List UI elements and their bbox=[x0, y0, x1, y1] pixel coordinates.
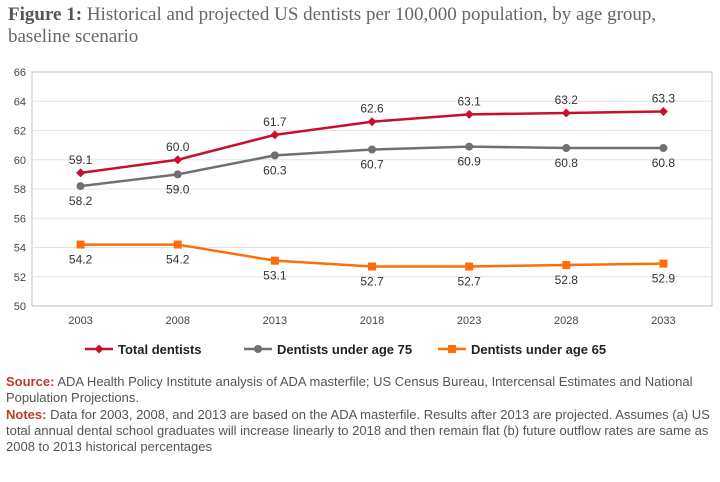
data-label-total-dentists: 63.3 bbox=[652, 91, 676, 105]
data-label-dentists-under-age-65: 52.7 bbox=[360, 275, 384, 289]
data-label-total-dentists: 63.2 bbox=[555, 93, 579, 107]
data-point-dentists-under-age-65 bbox=[173, 240, 182, 249]
legend-marker-dentists-under-age-65 bbox=[448, 345, 456, 353]
data-point-total-dentists bbox=[173, 155, 183, 165]
chart-notes: Source: ADA Health Policy Institute anal… bbox=[6, 374, 716, 456]
y-tick-label: 62 bbox=[14, 126, 26, 138]
x-tick-label: 2018 bbox=[360, 315, 384, 327]
data-label-dentists-under-age-75: 58.2 bbox=[69, 194, 93, 208]
data-label-dentists-under-age-75: 60.9 bbox=[457, 155, 481, 169]
data-point-dentists-under-age-75 bbox=[368, 145, 376, 154]
y-tick-label: 64 bbox=[14, 96, 26, 108]
notes-note: Notes: Data for 2003, 2008, and 2013 are… bbox=[6, 407, 716, 455]
data-label-dentists-under-age-65: 52.8 bbox=[555, 273, 579, 287]
data-label-total-dentists: 61.7 bbox=[263, 115, 287, 129]
figure-title: Figure 1: Historical and projected US de… bbox=[8, 4, 712, 48]
data-label-dentists-under-age-75: 60.7 bbox=[360, 158, 384, 172]
data-label-total-dentists: 59.1 bbox=[69, 153, 93, 167]
data-point-total-dentists bbox=[367, 117, 377, 127]
y-tick-label: 50 bbox=[14, 301, 26, 313]
line-chart: 50 52 54 56 58 60 62 64 66 2003 2008 2013 2018 2023 2… bbox=[14, 67, 713, 357]
data-point-dentists-under-age-65 bbox=[562, 261, 571, 270]
data-label-total-dentists: 63.1 bbox=[457, 94, 481, 108]
y-tick-label: 58 bbox=[14, 184, 26, 196]
data-point-dentists-under-age-65 bbox=[270, 256, 279, 265]
y-tick-label: 66 bbox=[14, 67, 26, 79]
x-tick-label: 2033 bbox=[651, 315, 675, 327]
source-note: Source: ADA Health Policy Institute anal… bbox=[6, 374, 716, 406]
notes-label: Notes: bbox=[6, 407, 47, 422]
data-label-dentists-under-age-65: 52.7 bbox=[457, 275, 481, 289]
legend-label-total-dentists: Total dentists bbox=[118, 342, 202, 357]
data-point-total-dentists bbox=[658, 106, 668, 116]
data-point-total-dentists bbox=[76, 168, 86, 178]
data-label-dentists-under-age-65: 53.1 bbox=[263, 269, 287, 283]
data-label-dentists-under-age-75: 60.8 bbox=[555, 156, 579, 170]
data-point-dentists-under-age-75 bbox=[76, 182, 85, 191]
figure-title-text: Historical and projected US dentists per… bbox=[8, 4, 657, 47]
data-label-dentists-under-age-65: 52.9 bbox=[652, 272, 676, 286]
data-label-dentists-under-age-65: 54.2 bbox=[69, 253, 93, 267]
data-point-dentists-under-age-75 bbox=[659, 144, 668, 153]
y-tick-label: 54 bbox=[14, 243, 26, 255]
y-tick-label: 60 bbox=[14, 155, 26, 167]
data-point-total-dentists bbox=[464, 109, 474, 119]
x-tick-label: 2023 bbox=[457, 315, 481, 327]
x-tick-label: 2028 bbox=[554, 315, 578, 327]
data-label-dentists-under-age-65: 54.2 bbox=[166, 253, 190, 267]
y-tick-label: 56 bbox=[14, 213, 26, 225]
data-label-dentists-under-age-75: 60.8 bbox=[652, 156, 676, 170]
data-point-dentists-under-age-65 bbox=[659, 259, 668, 268]
data-label-total-dentists: 62.6 bbox=[360, 102, 384, 116]
data-point-dentists-under-age-75 bbox=[270, 151, 279, 160]
data-point-dentists-under-age-75 bbox=[173, 170, 182, 179]
source-text: ADA Health Policy Institute analysis of … bbox=[6, 374, 693, 405]
legend-label-dentists-under-age-65: Dentists under age 65 bbox=[471, 342, 606, 357]
data-point-dentists-under-age-65 bbox=[368, 262, 376, 271]
data-point-total-dentists bbox=[270, 130, 280, 140]
y-tick-label: 52 bbox=[14, 272, 26, 284]
data-point-total-dentists bbox=[561, 108, 571, 118]
data-point-dentists-under-age-75 bbox=[465, 142, 474, 151]
data-label-dentists-under-age-75: 59.0 bbox=[166, 182, 190, 196]
x-tick-label: 2013 bbox=[263, 315, 287, 327]
data-point-dentists-under-age-65 bbox=[465, 262, 474, 271]
source-label: Source: bbox=[6, 374, 55, 389]
data-label-dentists-under-age-75: 60.3 bbox=[263, 163, 287, 177]
x-tick-label: 2003 bbox=[68, 315, 92, 327]
data-point-dentists-under-age-65 bbox=[76, 240, 85, 249]
data-point-dentists-under-age-75 bbox=[562, 144, 571, 153]
data-label-total-dentists: 60.0 bbox=[166, 140, 190, 154]
legend-label-dentists-under-age-75: Dentists under age 75 bbox=[277, 342, 412, 357]
legend-marker-total-dentists bbox=[94, 344, 104, 354]
notes-text: Data for 2003, 2008, and 2013 are based … bbox=[6, 407, 710, 454]
x-tick-label: 2008 bbox=[165, 315, 189, 327]
legend-marker-dentists-under-age-75 bbox=[254, 345, 262, 353]
figure-number: Figure 1: bbox=[8, 4, 83, 25]
